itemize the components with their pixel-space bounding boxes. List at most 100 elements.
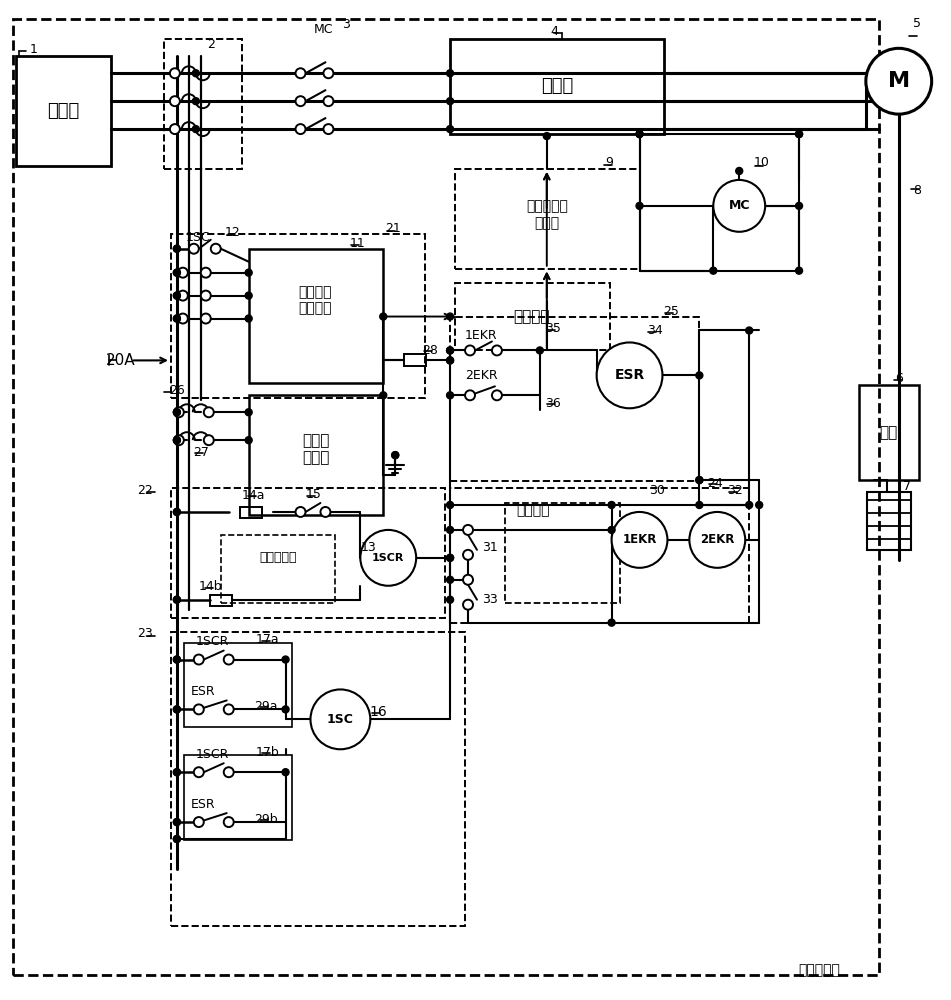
Circle shape [447, 70, 454, 77]
Circle shape [204, 435, 214, 445]
Circle shape [320, 507, 330, 517]
Circle shape [379, 313, 387, 320]
Text: 17b: 17b [256, 746, 280, 759]
Circle shape [463, 575, 473, 585]
Circle shape [447, 576, 454, 583]
Circle shape [447, 126, 454, 133]
Text: ESR: ESR [191, 685, 216, 698]
Circle shape [713, 180, 766, 232]
Circle shape [492, 390, 502, 400]
Circle shape [310, 689, 370, 749]
Circle shape [173, 656, 181, 663]
Text: 31: 31 [482, 541, 497, 554]
Circle shape [636, 131, 643, 138]
Bar [16, 56, 111, 166]
Circle shape [296, 68, 305, 78]
Circle shape [173, 836, 181, 842]
Circle shape [194, 704, 204, 714]
Circle shape [173, 819, 181, 826]
Circle shape [223, 704, 234, 714]
Circle shape [173, 269, 181, 276]
Text: MC: MC [728, 199, 750, 212]
Bar [450, 317, 699, 481]
Circle shape [608, 619, 615, 626]
Bar [505, 503, 620, 603]
Circle shape [447, 554, 454, 561]
Circle shape [201, 268, 211, 278]
Bar [867, 492, 911, 550]
Circle shape [463, 550, 473, 560]
Circle shape [608, 501, 615, 508]
Text: 30: 30 [650, 484, 666, 497]
Text: 24: 24 [708, 477, 723, 490]
Circle shape [170, 68, 180, 78]
Circle shape [170, 124, 180, 134]
Circle shape [447, 554, 454, 561]
Bar [859, 385, 919, 480]
Circle shape [178, 314, 188, 324]
Circle shape [447, 596, 454, 603]
Text: 26: 26 [169, 384, 184, 397]
Circle shape [796, 131, 803, 138]
Circle shape [392, 452, 398, 459]
Circle shape [201, 314, 211, 324]
Text: 21: 21 [385, 222, 401, 235]
Text: 控制电源: 控制电源 [299, 286, 332, 300]
Circle shape [170, 96, 180, 106]
Text: 4: 4 [551, 25, 558, 38]
Circle shape [492, 345, 502, 355]
Circle shape [709, 267, 717, 274]
Text: 控制电源: 控制电源 [514, 309, 550, 324]
Circle shape [447, 357, 454, 364]
Text: 1SC: 1SC [327, 713, 354, 726]
Circle shape [746, 327, 752, 334]
Circle shape [296, 96, 305, 106]
Text: 35: 35 [545, 322, 561, 335]
Circle shape [173, 245, 181, 252]
Bar [171, 632, 465, 926]
Circle shape [746, 501, 752, 508]
Text: 変换器: 変换器 [540, 77, 573, 95]
Bar [450, 488, 749, 623]
Circle shape [173, 292, 181, 299]
Circle shape [736, 167, 743, 174]
Circle shape [696, 501, 703, 508]
Text: 5: 5 [913, 17, 921, 30]
Text: 9: 9 [606, 156, 613, 169]
Text: 〈控制板〉: 〈控制板〉 [798, 964, 840, 978]
Circle shape [379, 392, 387, 399]
Circle shape [447, 313, 454, 320]
Text: 36: 36 [545, 397, 561, 410]
Circle shape [173, 409, 181, 416]
Bar [456, 283, 610, 350]
Circle shape [360, 530, 417, 586]
Circle shape [192, 70, 200, 77]
Text: 1SCR: 1SCR [372, 553, 404, 563]
Circle shape [796, 202, 803, 209]
Bar [164, 39, 242, 169]
Circle shape [611, 512, 668, 568]
Circle shape [596, 342, 663, 408]
Circle shape [689, 512, 746, 568]
Bar [184, 643, 292, 727]
Circle shape [173, 706, 181, 713]
Bar [210, 595, 232, 606]
Circle shape [696, 477, 703, 484]
Text: 6: 6 [895, 372, 902, 385]
Circle shape [173, 508, 181, 515]
Circle shape [223, 767, 234, 777]
Text: 14b: 14b [199, 580, 223, 593]
Circle shape [174, 407, 184, 417]
Text: 7: 7 [902, 480, 911, 493]
Bar [171, 488, 445, 618]
Circle shape [536, 347, 543, 354]
Text: 25: 25 [664, 305, 679, 318]
Circle shape [173, 409, 181, 416]
Circle shape [245, 315, 252, 322]
Circle shape [447, 501, 454, 508]
Circle shape [178, 268, 188, 278]
Bar [248, 249, 383, 383]
Bar [240, 507, 262, 518]
Circle shape [173, 315, 181, 322]
Circle shape [174, 435, 184, 445]
